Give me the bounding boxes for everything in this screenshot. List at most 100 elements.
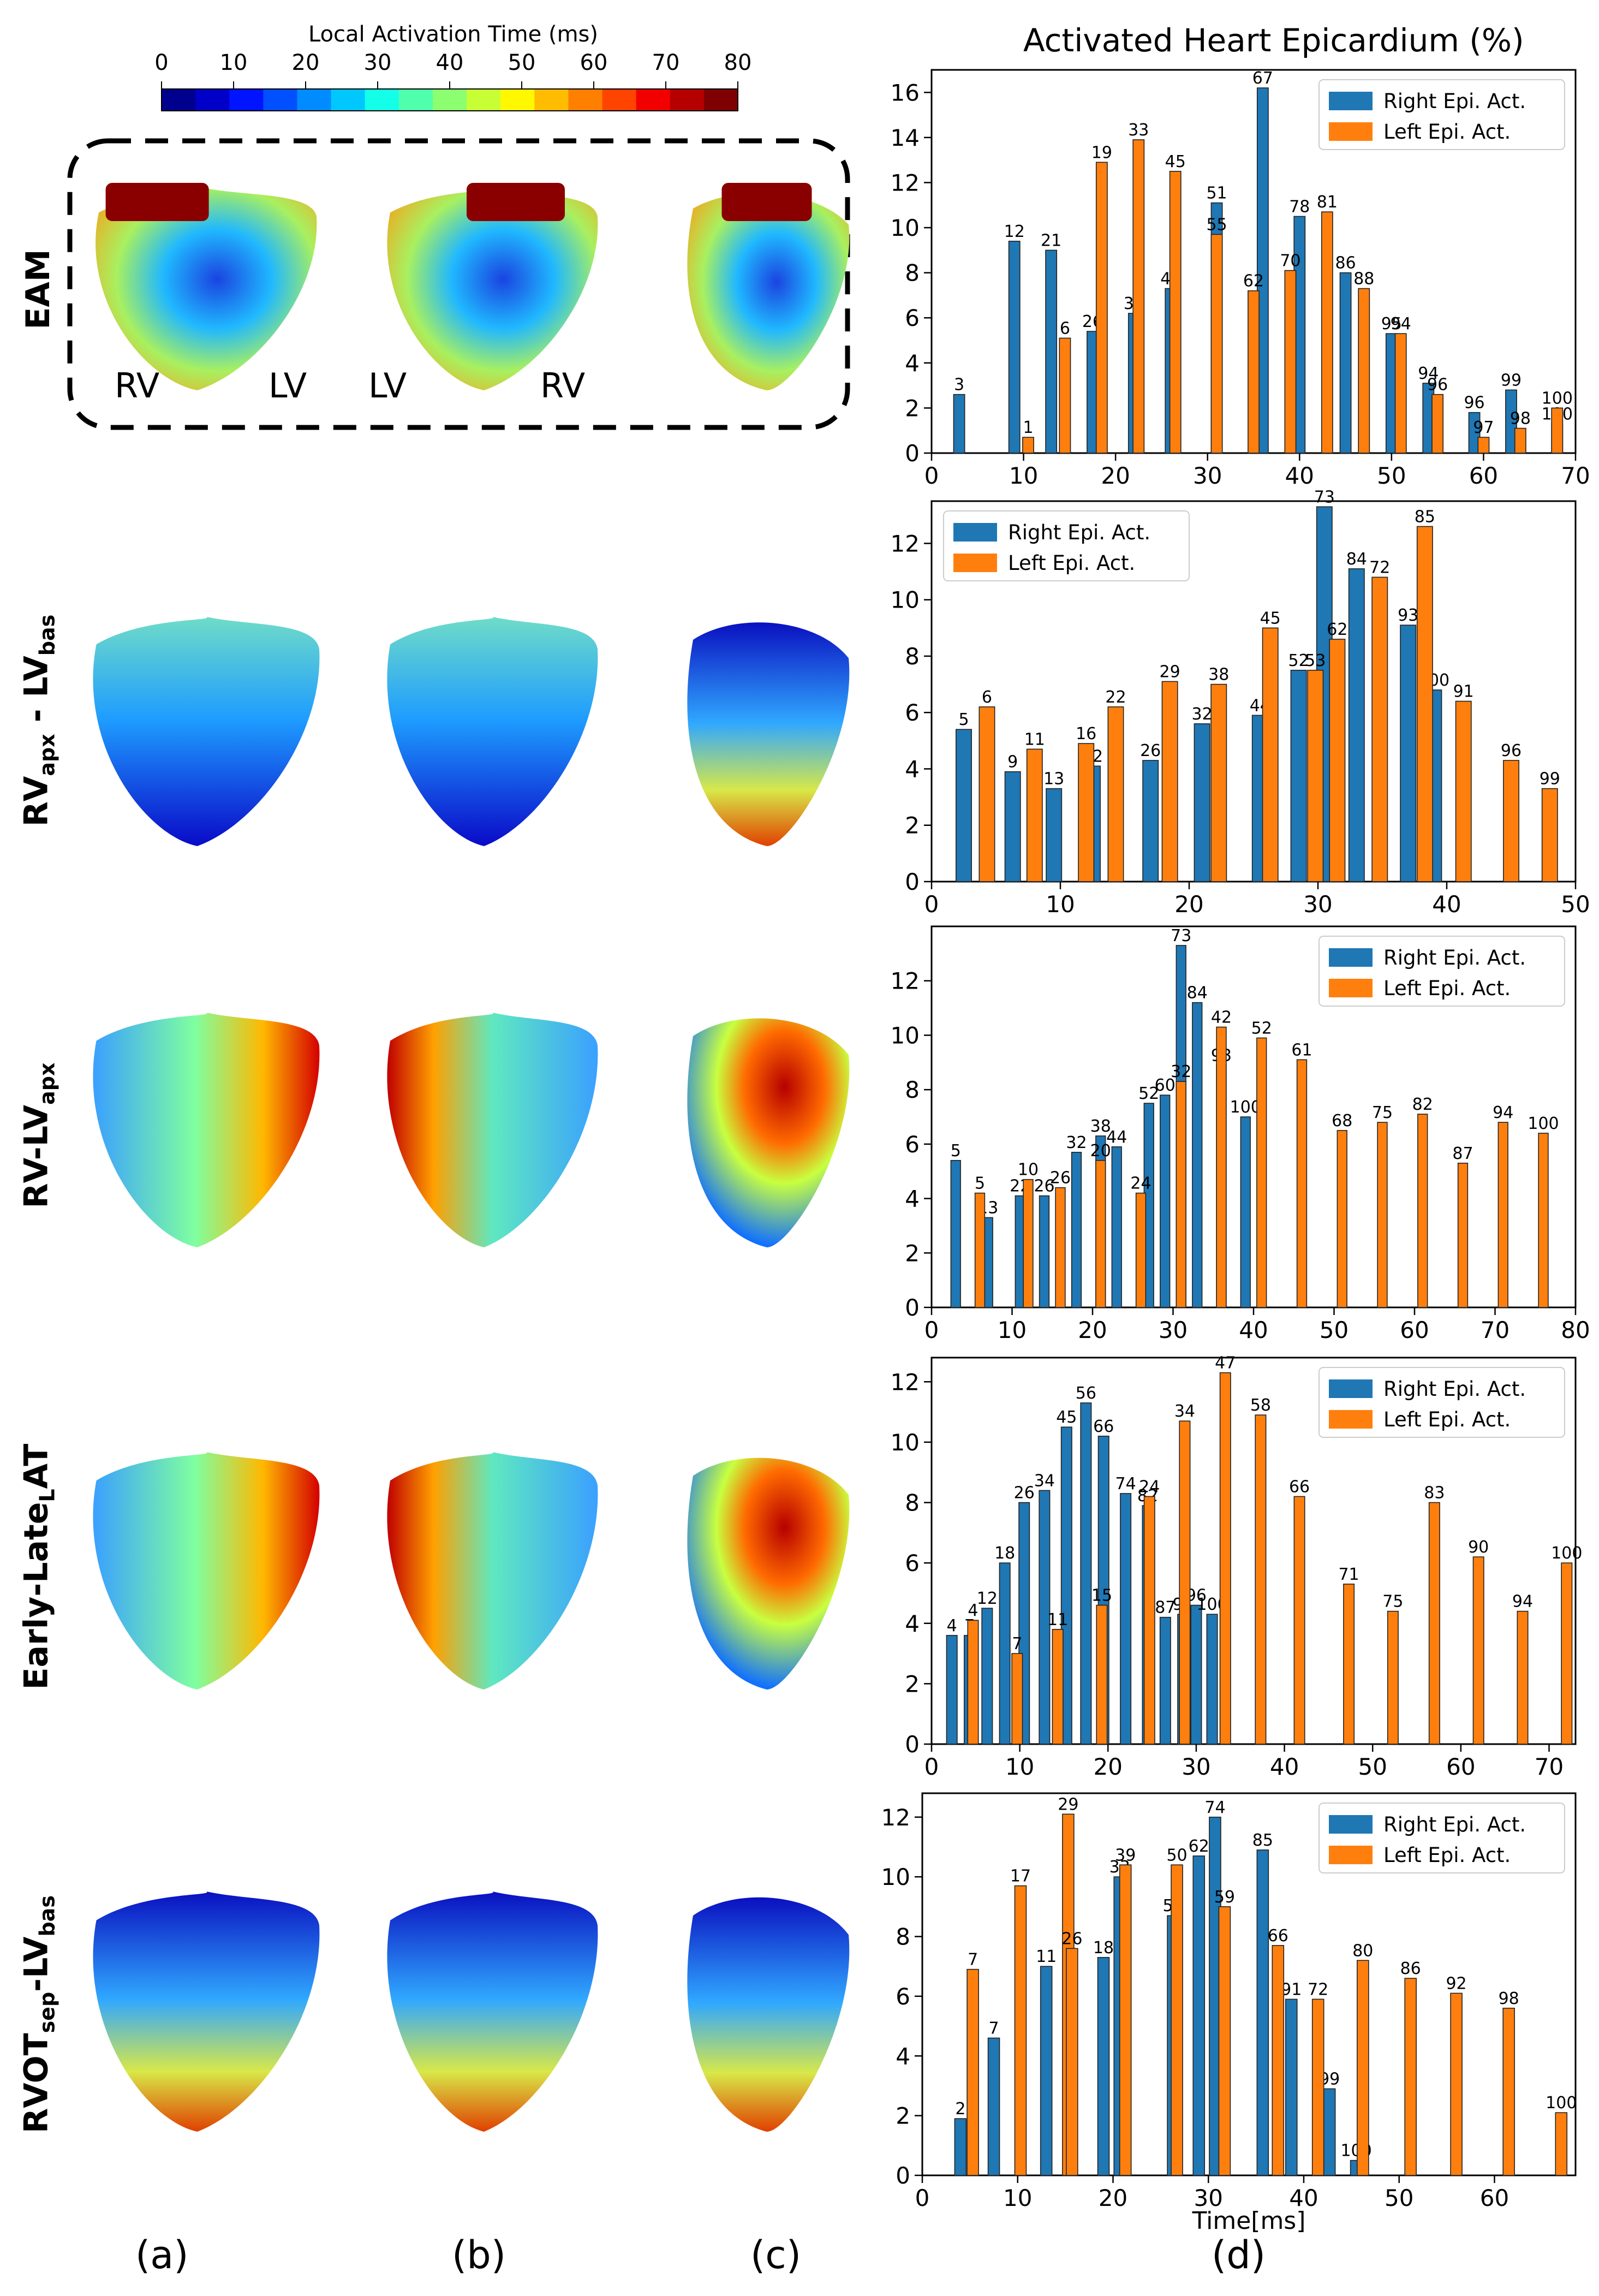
x-tick-label: 20 bbox=[1174, 891, 1203, 918]
bar-left-epi bbox=[1255, 1414, 1267, 1745]
bar-left-epi bbox=[1538, 1133, 1549, 1308]
bar-data-label: 13 bbox=[1043, 770, 1064, 789]
bar-data-label: 47 bbox=[1215, 1354, 1236, 1373]
bar-data-label: 88 bbox=[1353, 270, 1374, 289]
x-tick-label: 0 bbox=[924, 891, 939, 918]
y-tick-label: 8 bbox=[905, 1490, 920, 1516]
colorbar-segment bbox=[636, 89, 671, 111]
bar-data-label: 3 bbox=[954, 376, 964, 395]
bar-data-label: 26 bbox=[1014, 1484, 1035, 1503]
bar-charts: 3122126334051677886959496991001619334555… bbox=[881, 69, 1590, 2235]
bar-right-epi bbox=[1285, 1998, 1298, 2176]
bar-data-label: 71 bbox=[1338, 1565, 1359, 1584]
bar-data-label: 32 bbox=[1171, 1062, 1191, 1081]
y-tick-label: 12 bbox=[891, 530, 920, 557]
bar-data-label: 61 bbox=[1291, 1040, 1312, 1060]
bar-data-label: 12 bbox=[1004, 222, 1025, 241]
chart-legend: Right Epi. Act. Left Epi. Act. bbox=[1318, 1367, 1565, 1438]
bar-left-epi bbox=[1431, 394, 1444, 454]
y-tick-label: 16 bbox=[891, 79, 920, 106]
bar-right-epi bbox=[1097, 1956, 1110, 2176]
bar-left-epi bbox=[1311, 1998, 1324, 2176]
bar-left-epi bbox=[1455, 700, 1472, 882]
row-label-1-sub2: bas bbox=[35, 614, 59, 656]
bar-data-label: 38 bbox=[1090, 1117, 1111, 1136]
x-tick-label: 50 bbox=[1320, 1317, 1349, 1343]
y-tick-label: 0 bbox=[905, 1294, 920, 1321]
heart-view-a bbox=[93, 1452, 320, 1690]
bar-data-label: 100 bbox=[1528, 1114, 1559, 1133]
colorbar-tick-label: 40 bbox=[435, 50, 464, 75]
x-tick-label: 50 bbox=[1385, 2185, 1413, 2211]
heart-view-c bbox=[687, 622, 850, 846]
bar-left-epi bbox=[1450, 1992, 1463, 2176]
bar-left-epi bbox=[974, 1192, 986, 1308]
x-tick-label: 10 bbox=[998, 1317, 1027, 1343]
bar-left-epi bbox=[1248, 290, 1260, 454]
bar-left-epi bbox=[1143, 1496, 1155, 1745]
bar-data-label: 38 bbox=[1208, 665, 1229, 685]
y-tick-label: 2 bbox=[905, 1240, 920, 1266]
y-tick-label: 2 bbox=[905, 395, 920, 421]
bar-left-epi bbox=[1517, 1610, 1529, 1745]
bar-chart-2: 5132226323844526073849310051026202432425… bbox=[891, 925, 1590, 1343]
bar-data-label: 62 bbox=[1243, 272, 1264, 291]
colorbar-segment bbox=[331, 89, 366, 111]
bar-left-epi bbox=[967, 1620, 979, 1745]
x-tick-label: 0 bbox=[924, 1317, 939, 1343]
colorbar-segment bbox=[398, 89, 433, 111]
row-label-2-main: RV-LV bbox=[17, 1104, 56, 1209]
bar-data-label: 80 bbox=[1352, 1941, 1373, 1960]
x-tick-label: 40 bbox=[1285, 462, 1314, 489]
bar-right-epi bbox=[1111, 1146, 1122, 1308]
bar-left-epi bbox=[1219, 1372, 1231, 1745]
y-tick-label: 8 bbox=[905, 260, 920, 287]
x-tick-label: 30 bbox=[1194, 2185, 1223, 2211]
bar-data-label: 97 bbox=[1473, 418, 1494, 437]
legend-label-right: Right Epi. Act. bbox=[1383, 1377, 1526, 1401]
bar-data-label: 75 bbox=[1372, 1103, 1393, 1122]
bar-data-label: 53 bbox=[1305, 651, 1326, 670]
x-tick-label: 60 bbox=[1446, 1753, 1475, 1780]
bar-data-label: 22 bbox=[1105, 688, 1126, 707]
bar-data-label: 18 bbox=[994, 1544, 1015, 1563]
heart-renderings bbox=[67, 138, 850, 2132]
bar-left-epi bbox=[1135, 1192, 1147, 1308]
bar-data-label: 29 bbox=[1160, 662, 1180, 681]
bar-data-label: 100 bbox=[1551, 1544, 1582, 1563]
bar-left-epi bbox=[1357, 1960, 1369, 2176]
heart-view-b bbox=[387, 617, 598, 846]
bar-left-epi bbox=[1095, 162, 1108, 454]
view-label-lv-b: LV bbox=[368, 366, 407, 406]
bar-left-epi bbox=[1457, 1162, 1469, 1308]
x-tick-label: 40 bbox=[1289, 2185, 1318, 2211]
row-label-eam-main: EAM bbox=[19, 249, 57, 330]
bar-left-epi bbox=[1541, 788, 1558, 882]
bar-left-epi bbox=[966, 1968, 979, 2176]
bar-left-epi bbox=[1022, 437, 1034, 454]
x-tick-label: 70 bbox=[1535, 1753, 1564, 1780]
bar-right-epi bbox=[1060, 1426, 1072, 1745]
legend-swatch-right bbox=[1329, 1379, 1373, 1398]
y-tick-label: 0 bbox=[896, 2162, 910, 2189]
y-tick-label: 4 bbox=[905, 1610, 920, 1637]
row-label-1-tail: - LV bbox=[17, 656, 56, 734]
heart-view-c bbox=[687, 1458, 850, 1690]
bar-left-epi bbox=[1358, 288, 1370, 454]
y-tick-label: 4 bbox=[905, 350, 920, 377]
bar-data-label: 85 bbox=[1415, 507, 1435, 526]
bar-chart-3: 4712182634455666748287919610047111524344… bbox=[891, 1354, 1583, 1780]
row-label-1-sub: apx bbox=[35, 734, 59, 776]
x-tick-label: 10 bbox=[1009, 462, 1038, 489]
colorbar-segment bbox=[195, 89, 230, 111]
bar-data-label: 52 bbox=[1251, 1019, 1272, 1038]
bar-data-label: 10 bbox=[1018, 1161, 1039, 1180]
bar-left-epi bbox=[1272, 1945, 1285, 2176]
y-tick-label: 6 bbox=[905, 1131, 920, 1158]
heart-valve-region bbox=[721, 183, 812, 221]
x-tick-label: 30 bbox=[1303, 891, 1332, 918]
bar-data-label: 82 bbox=[1412, 1095, 1433, 1114]
colorbar-tick-label: 10 bbox=[219, 50, 248, 75]
y-tick-label: 10 bbox=[891, 1429, 920, 1456]
bar-data-label: 92 bbox=[1446, 1974, 1466, 1993]
